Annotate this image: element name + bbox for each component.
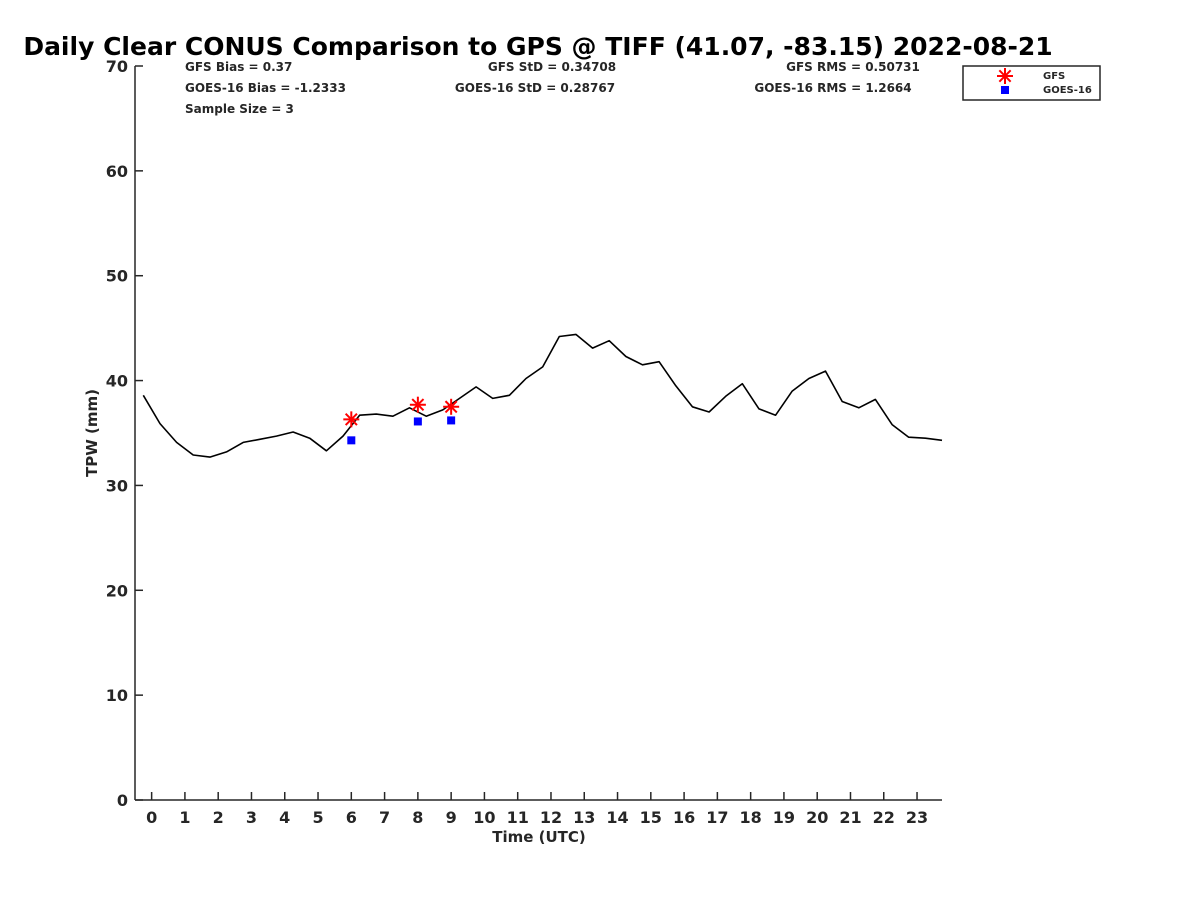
goes16-point [347, 436, 356, 445]
y-axis-label: TPW (mm) [83, 389, 101, 477]
stat-gfs-bias: GFS Bias = 0.37 [185, 60, 292, 74]
x-tick-label: 21 [839, 808, 861, 827]
x-tick-label: 15 [640, 808, 662, 827]
y-ticks: 0 10 20 30 40 50 60 70 [106, 57, 143, 810]
x-tick-label: 7 [379, 808, 390, 827]
x-tick-label: 11 [507, 808, 529, 827]
x-tick-label: 19 [773, 808, 795, 827]
legend-label-goes: GOES-16 [1043, 85, 1092, 96]
x-axis-label: Time (UTC) [492, 828, 586, 846]
y-tick-label: 30 [106, 476, 128, 495]
x-tick-label: 20 [806, 808, 828, 827]
y-tick-label: 20 [106, 581, 128, 600]
y-tick-label: 10 [106, 686, 128, 705]
x-tick-label: 0 [146, 808, 157, 827]
x-tick-label: 14 [606, 808, 628, 827]
x-tick-label: 6 [346, 808, 357, 827]
x-tick-label: 23 [906, 808, 928, 827]
x-tick-label: 13 [573, 808, 595, 827]
stat-gfs-std: GFS StD = 0.34708 [488, 60, 616, 74]
chart-title: Daily Clear CONUS Comparison to GPS @ TI… [23, 32, 1052, 61]
x-tick-label: 12 [540, 808, 562, 827]
legend-gfs-marker [997, 68, 1013, 84]
x-tick-label: 8 [412, 808, 423, 827]
stats-panel: GFS Bias = 0.37 GOES-16 Bias = -1.2333 S… [185, 60, 920, 116]
stat-goes-rms: GOES-16 RMS = 1.2664 [754, 81, 911, 95]
x-tick-label: 10 [473, 808, 495, 827]
legend-label-gfs: GFS [1043, 71, 1065, 82]
stat-gfs-rms: GFS RMS = 0.50731 [786, 60, 920, 74]
series-layer [142, 333, 943, 458]
y-tick-label: 0 [117, 791, 128, 810]
legend-goes-marker [1001, 86, 1009, 94]
gfs-point [343, 411, 360, 428]
x-tick-label: 16 [673, 808, 695, 827]
y-tick-label: 60 [106, 162, 128, 181]
stat-sample-size: Sample Size = 3 [185, 102, 294, 116]
stat-goes-std: GOES-16 StD = 0.28767 [455, 81, 615, 95]
x-tick-label: 5 [312, 808, 323, 827]
gfs-point [443, 398, 460, 415]
legend: GFS GOES-16 [962, 65, 1101, 101]
x-tick-label: 3 [246, 808, 257, 827]
y-tick-label: 50 [106, 267, 128, 286]
x-tick-label: 1 [179, 808, 190, 827]
x-tick-label: 4 [279, 808, 290, 827]
gps-tpw-line [142, 333, 943, 458]
stat-goes-bias: GOES-16 Bias = -1.2333 [185, 81, 346, 95]
x-ticks: 0 1 2 3 4 5 6 7 8 9 10 11 12 13 14 15 16 17 18 19 20 21 22 23 [146, 792, 928, 827]
goes16-point [413, 417, 422, 426]
plot-axes [134, 66, 942, 801]
y-tick-label: 40 [106, 372, 128, 391]
y-tick-label: 70 [106, 57, 128, 76]
legend-box [962, 65, 1101, 101]
x-tick-label: 2 [213, 808, 224, 827]
x-tick-label: 17 [706, 808, 728, 827]
goes16-point [447, 416, 456, 425]
x-tick-label: 22 [873, 808, 895, 827]
x-tick-label: 18 [740, 808, 762, 827]
legend-gfs-asterisk [997, 68, 1013, 84]
x-tick-label: 9 [446, 808, 457, 827]
gfs-point [409, 396, 426, 413]
